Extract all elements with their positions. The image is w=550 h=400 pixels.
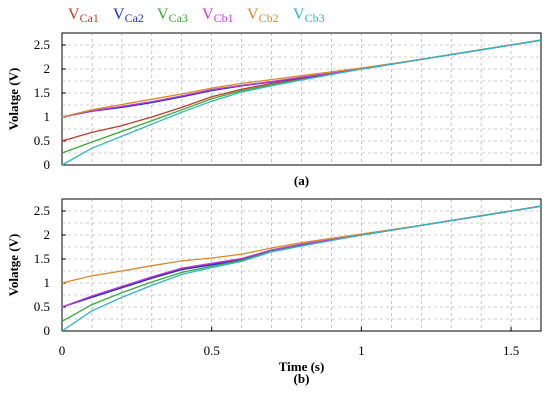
y-axis-label: Volatge (V) <box>6 68 21 131</box>
legend-item-base: V <box>293 6 305 23</box>
legend-item-sub: Ca1 <box>80 11 99 25</box>
x-tick-label: 0.5 <box>204 343 220 358</box>
y-tick-label: 1.5 <box>34 85 50 100</box>
y-tick-label: 0 <box>44 323 51 338</box>
series-line-VCb3 <box>61 205 542 332</box>
legend-item-base: V <box>202 6 214 23</box>
legend-item-sub: Ca2 <box>125 11 144 25</box>
y-tick-label: 1 <box>44 275 51 290</box>
legend: VCa1 VCa2 VCa3 VCb1 VCb2 VCb3 <box>68 6 325 25</box>
legend-item-sub: Cb3 <box>305 11 325 25</box>
legend-item-base: V <box>247 6 259 23</box>
legend-item-2: VCa3 <box>157 6 188 25</box>
legend-item-sub: Cb1 <box>214 11 234 25</box>
y-tick-label: 2.5 <box>34 37 50 52</box>
y-tick-label: 1.5 <box>34 251 50 266</box>
y-tick-label: 2 <box>44 227 51 242</box>
y-tick-label: 2.5 <box>34 203 50 218</box>
x-tick-label: 1 <box>358 343 365 358</box>
y-tick-label: 0 <box>44 157 51 172</box>
panel-b: 0 0.5 1 1.5 2 2.5 0 0.5 1 1.5 Volatge (V) Time (s)(… <box>6 198 542 386</box>
panel-a: 0 0.5 1 1.5 2 2.5 Volatge (V) (a) <box>6 32 542 188</box>
legend-item-sub: Ca3 <box>169 11 188 25</box>
x-tick-label: 1.5 <box>503 343 519 358</box>
legend-item-0: VCa1 <box>68 6 99 25</box>
legend-item-3: VCb1 <box>202 6 234 25</box>
legend-item-1: VCa2 <box>113 6 144 25</box>
y-tick-label: 1 <box>44 109 51 124</box>
y-tick-label: 0.5 <box>34 299 50 314</box>
y-tick-label: 2 <box>44 61 51 76</box>
y-tick-label: 0.5 <box>34 133 50 148</box>
legend-item-5: VCb3 <box>293 6 325 25</box>
series-line-VCb3 <box>61 39 542 166</box>
legend-item-base: V <box>157 6 169 23</box>
legend-item-4: VCb2 <box>247 6 279 25</box>
panel-caption: (a) <box>294 173 309 188</box>
panel-caption: (b) <box>294 371 310 386</box>
legend-item-base: V <box>113 6 125 23</box>
x-tick-label: 0 <box>59 343 66 358</box>
y-axis-label: Volatge (V) <box>6 234 21 297</box>
legend-item-base: V <box>68 6 80 23</box>
legend-item-sub: Cb2 <box>259 11 279 25</box>
x-axis-label: Time (s) <box>279 359 325 374</box>
